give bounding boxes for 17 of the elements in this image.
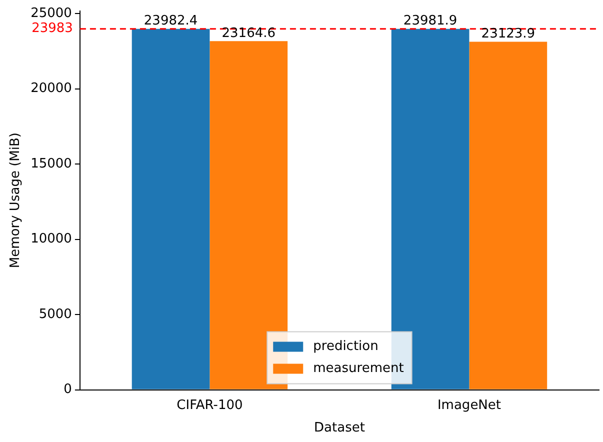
y-tick-label: 5000 (38, 306, 72, 322)
y-tick-label: 25000 (30, 6, 72, 21)
x-tick-label: CIFAR-100 (176, 398, 243, 413)
y-tick-label: 20000 (30, 81, 72, 96)
data-label: 23981.9 (403, 14, 458, 29)
ref-line-label: 23983 (32, 21, 73, 36)
x-tick-label: ImageNet (437, 398, 502, 413)
y-axis-title: Memory Usage (MiB) (8, 132, 24, 268)
legend-label: measurement (313, 361, 404, 376)
y-tick-label: 0 (64, 382, 72, 398)
data-label: 23123.9 (481, 26, 536, 42)
data-label: 23982.4 (144, 14, 198, 29)
y-tick-label: 10000 (30, 232, 72, 247)
x-axis-title: Dataset (314, 420, 365, 436)
y-tick-label: 15000 (30, 156, 72, 172)
legend-label: prediction (313, 339, 378, 354)
data-label: 23164.6 (222, 26, 276, 42)
